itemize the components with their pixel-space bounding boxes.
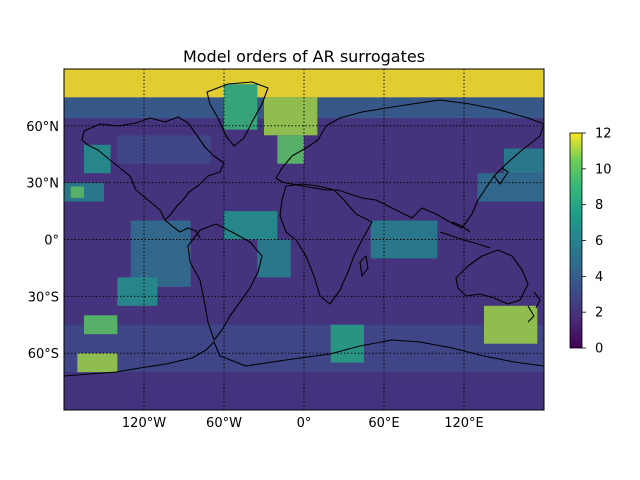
coastline-indonesia [439, 221, 491, 249]
heatmap-cell-7 [504, 148, 544, 174]
map-area [64, 69, 544, 410]
coastline-south-america [187, 223, 263, 341]
heatmap-cell-5 [84, 144, 111, 174]
gridlines [64, 69, 544, 410]
heatmap-cell-12 [224, 211, 278, 240]
heatmap-cell-10 [70, 186, 84, 198]
heatmap-cell-20 [484, 305, 538, 344]
heatmap-cell-18 [117, 277, 158, 306]
x-tick-label-3: 60°E [368, 416, 399, 431]
colorbar-tick-label-0: 0 [595, 342, 603, 357]
heatmap-cell-11 [130, 220, 191, 287]
coastline-madagascar [359, 255, 369, 277]
coastline-greenland [206, 81, 269, 147]
y-tick-label-3: 30°S [28, 290, 59, 305]
y-tick-label-1: 30°N [26, 177, 59, 192]
x-tick-label-4: 120°E [444, 416, 484, 431]
coastline-central-america [164, 219, 201, 239]
coastline-new-zealand [527, 291, 541, 323]
heatmap-cell-17 [84, 315, 118, 335]
colorbar-tick-label-2: 4 [595, 270, 603, 285]
y-tick-label-4: 60°S [28, 347, 59, 362]
x-tick-label-2: 0° [297, 416, 312, 431]
coastline-north-america [81, 116, 225, 221]
heatmap-cell-8 [477, 173, 544, 202]
colorbar-tick-label-4: 8 [595, 198, 603, 213]
heatmap-cell-13 [257, 239, 291, 278]
y-tick-label-0: 60°N [26, 120, 59, 135]
y-tick-label-2: 0° [44, 234, 59, 249]
x-tick-label-1: 60°W [206, 416, 242, 431]
y-tick-labels: 60°N 30°N 0° 30°S 60°S [26, 120, 59, 362]
x-tick-label-0: 120°W [122, 416, 166, 431]
colorbar: 0 2 4 6 8 10 12 [569, 127, 612, 357]
coastline-africa [279, 183, 373, 305]
colorbar-tick-label-6: 12 [595, 127, 612, 142]
chart-title: Model orders of AR surrogates [183, 47, 425, 66]
coastline-japan [493, 167, 509, 185]
colorbar-tick-label-3: 6 [595, 234, 603, 249]
colorbar-tick-label-1: 2 [595, 306, 603, 321]
map-frame [63, 68, 545, 411]
heatmap-cell-3 [264, 97, 318, 136]
heatmap-cell-6 [117, 135, 211, 164]
heatmap-cell-2 [224, 84, 258, 130]
coastline-australia [455, 249, 529, 305]
heatmap-cell-4 [277, 135, 304, 164]
heatmap-cell-19 [330, 324, 364, 363]
colorbar-tick-label-5: 10 [595, 162, 612, 177]
x-tick-labels: 120°W 60°W 0° 60°E 120°E [122, 416, 484, 431]
colorbar-ticks: 0 2 4 6 8 10 12 [582, 127, 612, 357]
coastline-europe-asia [275, 99, 544, 229]
colorbar-gradient [569, 132, 583, 349]
